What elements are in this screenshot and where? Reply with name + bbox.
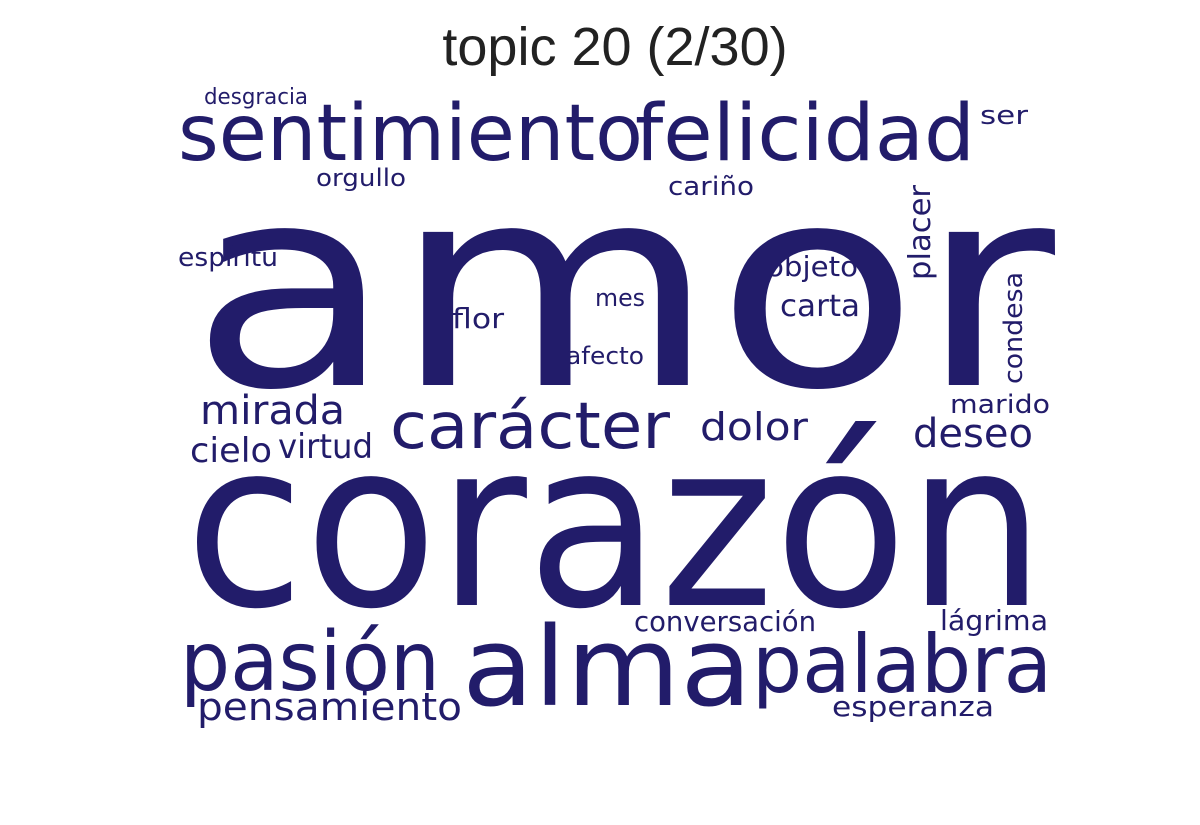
word: objeto (766, 250, 858, 283)
word: mirada (200, 388, 345, 434)
word: virtud (278, 427, 373, 467)
word: pensamiento (197, 685, 462, 729)
word: espíritu (178, 243, 278, 273)
word: condesa (999, 272, 1029, 384)
word: esperanza (832, 690, 994, 723)
word: afecto (566, 342, 644, 370)
word: marido (950, 390, 1050, 420)
word: pasión (180, 615, 440, 710)
chart-title: topic 20 (2/30) (442, 17, 788, 77)
word: mes (595, 284, 645, 312)
word: cariño (668, 172, 754, 202)
word: alma (462, 603, 752, 731)
word: conversación (634, 605, 816, 638)
word: flor (452, 302, 505, 335)
word: cielo (190, 431, 272, 471)
word: placer (903, 184, 938, 280)
word: ser (980, 101, 1028, 131)
word: corazón (185, 393, 1045, 660)
word: carácter (390, 390, 671, 464)
word: desgracia (204, 85, 308, 110)
word: lágrima (940, 604, 1048, 637)
word: sentimiento (178, 89, 643, 179)
word: deseo (913, 411, 1033, 457)
word: dolor (700, 405, 808, 449)
word: amor (190, 126, 1059, 452)
word: felicidad (635, 89, 975, 179)
word: palabra (752, 618, 1052, 711)
word: orgullo (316, 164, 406, 192)
word: carta (780, 289, 860, 324)
